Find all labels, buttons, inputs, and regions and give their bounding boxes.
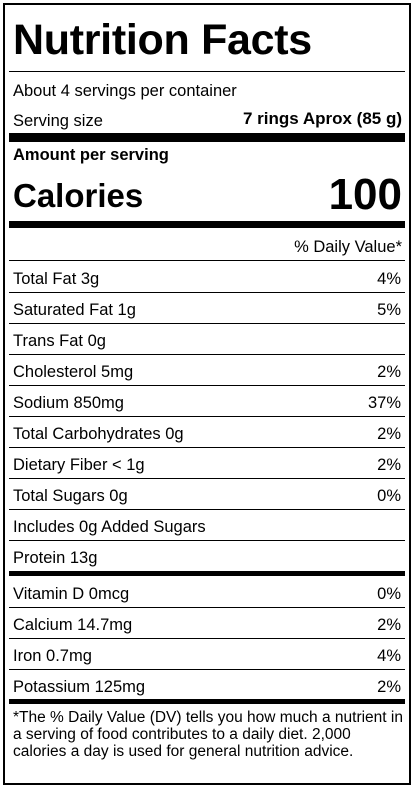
nutrient-daily-value: 0% [377, 585, 401, 603]
row-divider [9, 292, 405, 293]
label-title: Nutrition Facts [13, 16, 312, 64]
divider-thick-1 [9, 133, 405, 142]
row-divider [9, 669, 405, 670]
nutrition-facts-label: Nutrition Facts About 4 servings per con… [3, 3, 411, 785]
footnote: *The % Daily Value (DV) tells you how mu… [13, 709, 403, 760]
nutrient-row: Trans Fat 0g [9, 323, 405, 354]
row-divider [9, 416, 405, 417]
nutrient-name: Total Sugars 0g [13, 487, 128, 505]
nutrient-row: Cholesterol 5mg 2% [9, 354, 405, 385]
nutrient-daily-value: 2% [377, 363, 401, 381]
nutrient-daily-value: 4% [377, 270, 401, 288]
row-divider [9, 354, 405, 355]
nutrient-name: Protein 13g [13, 549, 98, 567]
nutrient-row: Saturated Fat 1g 5% [9, 292, 405, 323]
nutrient-row: Sodium 850mg 37% [9, 385, 405, 416]
daily-value-header: % Daily Value* [294, 238, 402, 256]
calories-label: Calories [13, 177, 144, 214]
nutrient-row: Dietary Fiber < 1g 2% [9, 447, 405, 478]
nutrient-name: Saturated Fat 1g [13, 301, 136, 319]
nutrient-row: Iron 0.7mg 4% [9, 638, 405, 669]
row-divider [9, 509, 405, 510]
amount-per-serving: Amount per serving [13, 146, 169, 164]
nutrient-daily-value: 5% [377, 301, 401, 319]
row-divider [9, 323, 405, 324]
nutrient-daily-value: 2% [377, 425, 401, 443]
row-divider [9, 638, 405, 639]
serving-size-label: Serving size [13, 112, 103, 130]
servings-per-container: About 4 servings per container [13, 82, 237, 100]
nutrient-row: Potassium 125mg 2% [9, 669, 405, 700]
nutrient-daily-value: 2% [377, 616, 401, 634]
nutrient-daily-value: 0% [377, 487, 401, 505]
nutrient-name: Cholesterol 5mg [13, 363, 134, 381]
nutrient-name: Total Carbohydrates 0g [13, 425, 184, 443]
divider-thick-4 [9, 699, 405, 704]
nutrient-row: Vitamin D 0mcg 0% [9, 576, 405, 607]
nutrient-name: Total Fat 3g [13, 270, 100, 288]
nutrient-name: Vitamin D 0mcg [13, 585, 130, 603]
nutrient-row: Calcium 14.7mg 2% [9, 607, 405, 638]
nutrient-row: Total Fat 3g 4% [9, 261, 405, 292]
nutrient-name: Trans Fat 0g [13, 332, 106, 350]
nutrient-name: Dietary Fiber < 1g [13, 456, 145, 474]
divider-thick-2 [9, 221, 405, 228]
row-divider [9, 607, 405, 608]
nutrient-daily-value: 2% [377, 678, 401, 696]
row-divider [9, 478, 405, 479]
divider-title [9, 71, 405, 72]
row-divider [9, 260, 405, 261]
nutrient-row: Protein 13g [9, 540, 405, 571]
divider-thick-3 [9, 571, 405, 576]
nutrient-name: Iron 0.7mg [13, 647, 92, 665]
nutrient-name: Calcium 14.7mg [13, 616, 133, 634]
nutrient-name: Sodium 850mg [13, 394, 124, 412]
nutrient-daily-value: 37% [367, 394, 401, 412]
row-divider [9, 447, 405, 448]
nutrient-row: Total Carbohydrates 0g 2% [9, 416, 405, 447]
nutrient-name: Includes 0g Added Sugars [13, 518, 206, 536]
serving-size-value: 7 rings Aprox (85 g) [242, 109, 402, 128]
nutrient-daily-value: 4% [377, 647, 401, 665]
nutrient-daily-value: 2% [377, 456, 401, 474]
nutrient-row: Includes 0g Added Sugars [9, 509, 405, 540]
row-divider [9, 385, 405, 386]
calories-value: 100 [328, 170, 402, 219]
row-divider [9, 540, 405, 541]
nutrient-name: Potassium 125mg [13, 678, 146, 696]
nutrient-row: Total Sugars 0g 0% [9, 478, 405, 509]
